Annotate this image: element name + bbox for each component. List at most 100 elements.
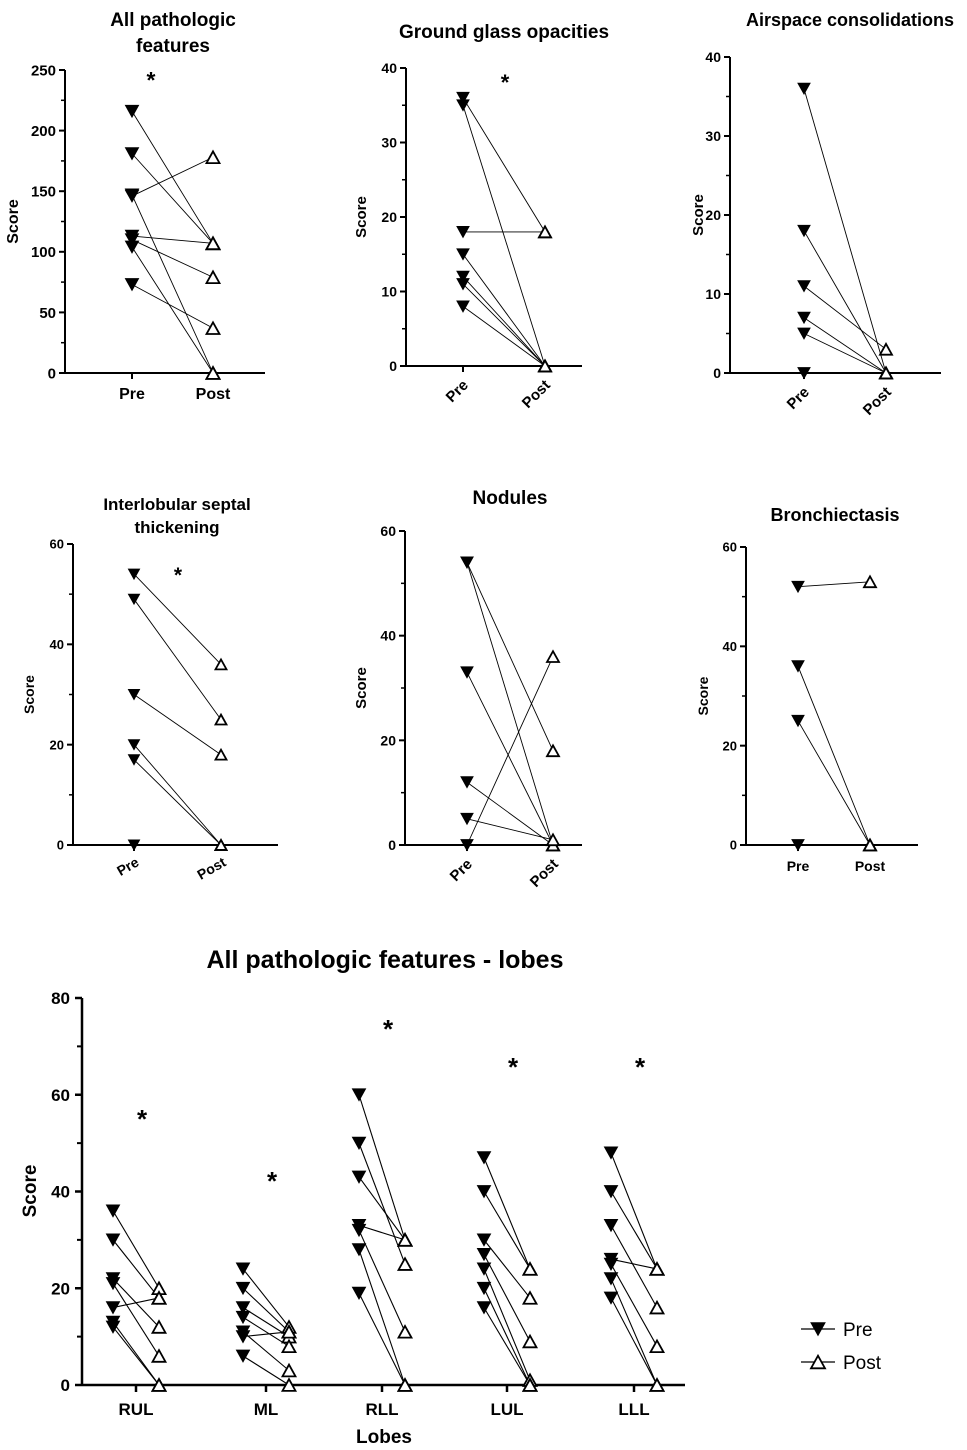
x-tick-label: Pre: [784, 384, 813, 413]
y-axis-label: Score: [353, 196, 370, 238]
post-marker: [809, 1353, 827, 1370]
significance-annotation: *: [508, 1052, 519, 1082]
significance-annotation: *: [137, 1104, 148, 1134]
pre-marker: [797, 224, 811, 238]
post-marker: [648, 1377, 666, 1392]
significance-annotation: *: [383, 1014, 394, 1044]
pre-marker: [797, 82, 811, 96]
pre-marker: [791, 660, 805, 673]
pair-line: [131, 235, 214, 244]
x-tick-label: Post: [194, 854, 229, 883]
post-marker: [396, 1377, 414, 1392]
pre-marker: [791, 714, 805, 728]
post-marker: [862, 837, 878, 852]
y-tick-label: 40: [51, 1183, 70, 1202]
chart-title-line: Airspace consolidations: [746, 10, 954, 30]
y-tick-label: 80: [51, 989, 70, 1008]
chart-panel-lobes: All pathologic features - lobes 0 20 40 60 80…: [20, 946, 685, 1448]
pair-line: [242, 1268, 290, 1328]
y-axis-label: Score: [353, 667, 370, 709]
pair-line: [803, 333, 887, 374]
pair-line: [462, 105, 546, 367]
pair-line: [610, 1258, 658, 1270]
y-tick-label: 0: [730, 838, 737, 853]
post-marker: [521, 1261, 539, 1276]
pre-marker: [603, 1291, 619, 1305]
chart-panel-1: Ground glass opacities 0 10 20 30 40 Score Pre P…: [353, 22, 609, 412]
pre-marker: [797, 367, 811, 380]
pre-marker: [235, 1301, 251, 1315]
pre-marker: [603, 1219, 619, 1233]
x-axis-label: Lobes: [356, 1427, 412, 1448]
pair-line: [133, 598, 222, 720]
y-tick-label: 60: [723, 540, 737, 555]
pre-marker: [105, 1277, 121, 1291]
pre-marker: [124, 240, 140, 254]
y-tick-label: 40: [381, 60, 397, 76]
y-tick-label: 10: [381, 284, 397, 300]
pre-marker: [127, 739, 141, 751]
chart-title-line: features: [136, 36, 210, 57]
significance-annotation: *: [174, 564, 183, 587]
pair-line: [133, 759, 222, 846]
pre-marker: [797, 327, 811, 340]
post-marker: [213, 657, 229, 671]
pre-marker: [235, 1349, 251, 1363]
y-tick-label: 60: [51, 1086, 70, 1105]
pair-line: [131, 239, 214, 278]
pre-marker: [235, 1262, 251, 1276]
pair-line: [466, 562, 554, 751]
x-tick-label: Post: [860, 384, 895, 419]
y-tick-label: 20: [51, 1279, 70, 1298]
pair-line: [462, 306, 546, 367]
pair-line: [610, 1225, 658, 1308]
pre-marker: [105, 1301, 121, 1315]
y-tick-label: 60: [380, 523, 396, 539]
chart-panel-5: Bronchiectasis 0 20 40 60 Score Pre Post: [695, 505, 918, 874]
post-marker: [648, 1338, 666, 1354]
y-tick-label: 0: [713, 365, 721, 381]
pre-marker: [476, 1281, 492, 1296]
legend: Pre Post: [801, 1320, 882, 1374]
pre-marker: [460, 776, 474, 789]
pair-line: [483, 1288, 531, 1386]
significance-annotation: *: [147, 67, 156, 93]
pair-line: [462, 276, 546, 367]
post-marker: [280, 1338, 298, 1354]
pre-marker: [797, 280, 811, 293]
y-tick-label: 150: [31, 184, 56, 201]
y-axis-label: Score: [690, 194, 707, 236]
pre-marker: [460, 839, 474, 852]
pair-line: [610, 1152, 658, 1270]
chart-title-line: Ground glass opacities: [399, 22, 609, 43]
post-marker: [280, 1377, 298, 1392]
post-marker: [204, 269, 222, 285]
significance-annotation: *: [635, 1052, 646, 1082]
pre-marker: [105, 1320, 121, 1334]
pair-line: [242, 1307, 290, 1338]
pre-marker: [810, 1322, 826, 1337]
pre-marker: [235, 1281, 251, 1296]
pair-line: [610, 1191, 658, 1270]
y-tick-label: 0: [48, 365, 56, 382]
pre-marker: [127, 689, 141, 701]
x-tick-label: Post: [855, 858, 886, 874]
x-tick-label: RLL: [365, 1400, 398, 1419]
post-marker: [521, 1377, 539, 1392]
chart-panel-0: All pathologic features 0 50 100 150 200 250 Sco…: [5, 10, 265, 403]
pre-marker: [456, 226, 470, 239]
x-tick-label: Pre: [787, 858, 810, 874]
legend-label: Post: [843, 1353, 882, 1374]
post-marker: [150, 1290, 168, 1305]
pair-line: [112, 1283, 160, 1357]
x-tick-label: ML: [254, 1400, 279, 1419]
y-tick-label: 20: [50, 737, 64, 752]
chart-panel-2: Airspace consolidations 0 10 20 30 40 Score Pre…: [690, 10, 954, 419]
post-marker: [213, 747, 229, 761]
pair-line: [610, 1278, 658, 1386]
y-tick-label: 0: [388, 837, 396, 853]
pair-line: [610, 1263, 658, 1347]
significance-annotation: *: [267, 1166, 278, 1196]
pre-marker: [235, 1310, 251, 1325]
pair-line: [797, 581, 871, 588]
